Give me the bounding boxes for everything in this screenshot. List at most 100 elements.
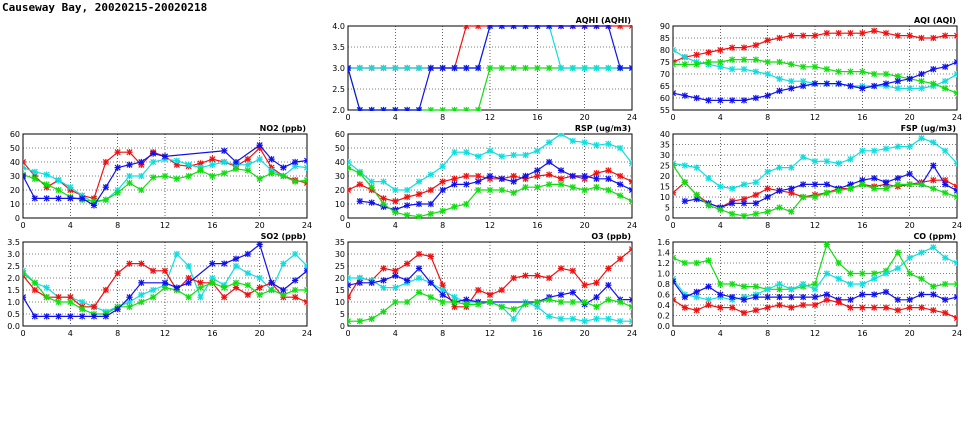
data-point [593, 294, 600, 301]
data-point [415, 106, 423, 111]
data-point [617, 64, 624, 72]
x-tick-label: 24 [952, 329, 962, 338]
data-point [800, 32, 807, 39]
y-tick-label: 40 [10, 158, 20, 167]
data-point [43, 195, 50, 202]
data-point [303, 164, 307, 171]
data-point [871, 304, 878, 311]
data-point [847, 68, 854, 75]
data-point [303, 177, 307, 184]
data-point [906, 143, 913, 150]
data-point [705, 296, 712, 303]
data-point [427, 200, 434, 208]
data-point [126, 172, 133, 180]
y-tick-label: 20 [335, 186, 345, 195]
data-point [906, 32, 913, 39]
data-point [717, 183, 724, 190]
data-point [953, 90, 957, 97]
data-point [348, 186, 352, 194]
data-point [930, 283, 937, 290]
data-point [752, 68, 759, 75]
data-point [628, 160, 632, 167]
data-point [150, 158, 157, 166]
x-tick-label: 12 [810, 113, 820, 122]
data-point [673, 189, 677, 196]
data-point [593, 142, 600, 149]
data-point [43, 181, 50, 188]
data-point [673, 254, 677, 261]
data-point [356, 318, 363, 325]
data-point [705, 58, 712, 66]
data-point [788, 32, 795, 39]
data-point [90, 313, 98, 320]
series-blue [23, 241, 307, 320]
data-point [546, 139, 553, 146]
data-point [138, 298, 145, 306]
data-point [800, 193, 807, 201]
data-point [740, 200, 748, 207]
y-tick-label: 80 [660, 46, 670, 55]
data-point [628, 318, 632, 325]
data-point [522, 25, 529, 30]
x-tick-label: 0 [20, 221, 25, 230]
data-point [415, 265, 423, 272]
data-point [534, 64, 541, 72]
data-point [209, 156, 216, 163]
data-point [942, 309, 949, 316]
data-point [717, 206, 724, 213]
x-tick-label: 24 [627, 329, 637, 338]
data-point [348, 164, 352, 171]
data-point [303, 262, 307, 270]
data-point [221, 294, 228, 301]
data-point [811, 158, 819, 165]
data-point [256, 241, 263, 248]
data-point [930, 162, 937, 169]
x-tick-label: 20 [580, 113, 590, 122]
data-point [498, 25, 505, 30]
data-point [451, 203, 458, 210]
data-point [764, 294, 771, 301]
data-point [451, 181, 458, 188]
data-point [557, 64, 565, 72]
data-point [906, 304, 913, 311]
data-point [859, 85, 866, 92]
data-point [90, 202, 98, 209]
data-point [776, 164, 783, 171]
data-point [114, 149, 121, 156]
data-point [871, 70, 878, 78]
data-point [740, 309, 748, 316]
data-point [209, 161, 216, 168]
data-point [546, 25, 553, 30]
data-point [681, 61, 688, 68]
data-point [906, 85, 913, 92]
data-point [292, 286, 299, 294]
data-point [380, 200, 387, 208]
data-point [232, 262, 240, 270]
data-point [871, 185, 878, 192]
data-point [173, 175, 180, 182]
data-point [510, 178, 517, 185]
data-point [823, 66, 830, 73]
x-tick-label: 24 [952, 221, 962, 230]
chart-title: AQHI (AQHI) [576, 16, 631, 25]
y-tick-label: 30 [660, 151, 670, 160]
data-point [510, 189, 517, 196]
data-point [681, 259, 688, 267]
data-point [380, 106, 387, 111]
data-point [617, 298, 624, 306]
data-point [415, 289, 423, 296]
chart-co: 0 4 8 12 16 20 24 0.00.2 0.40.6 0.81.0 1.21.4 1.6 CO… [657, 232, 962, 338]
data-point [510, 274, 517, 282]
data-point [823, 80, 830, 87]
data-point [126, 298, 133, 306]
data-point [102, 196, 109, 203]
data-point [617, 255, 624, 262]
y-tick-label: 1.2 [657, 259, 670, 268]
x-tick-label: 20 [905, 329, 915, 338]
x-tick-label: 16 [857, 113, 867, 122]
data-point [894, 296, 901, 303]
chart-title: O3 (ppb) [591, 232, 631, 241]
data-point [740, 44, 748, 51]
y-tick-label: 0.5 [7, 310, 20, 319]
data-point [776, 34, 783, 42]
